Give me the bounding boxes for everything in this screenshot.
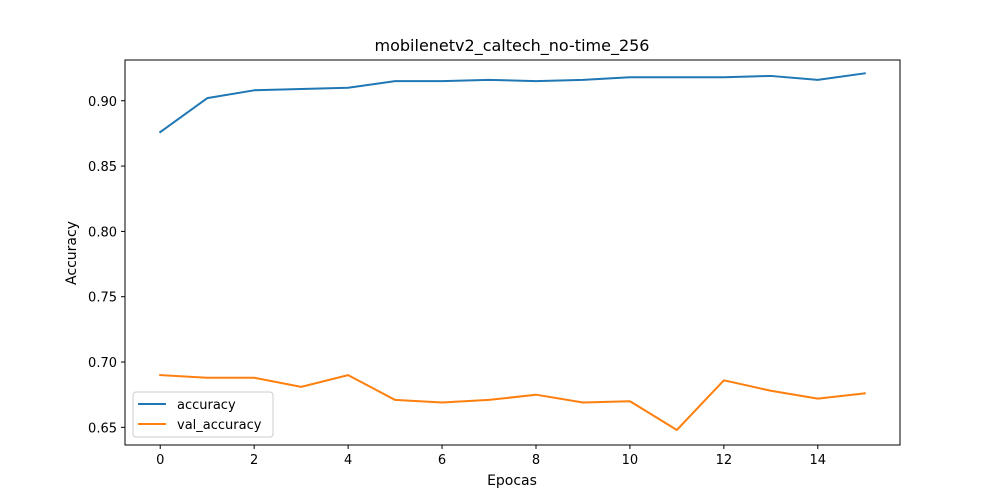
series-line-val_accuracy [159, 374, 866, 431]
y-tick-label: 0.85 [88, 160, 117, 175]
y-tick-label: 0.70 [88, 356, 117, 371]
x-tick-label: 10 [622, 453, 639, 468]
x-tick-label: 6 [438, 453, 446, 468]
legend-label-val_accuracy: val_accuracy [177, 418, 262, 433]
axes-frame [124, 59, 901, 446]
x-tick-label: 14 [810, 453, 827, 468]
chart-title: mobilenetv2_caltech_no-time_256 [375, 36, 650, 56]
y-axis-title: Accuracy [64, 221, 80, 285]
y-tick-label: 0.65 [88, 421, 117, 436]
legend-box [132, 391, 274, 438]
x-tick-label: 8 [532, 453, 540, 468]
y-tick-label: 0.80 [88, 225, 117, 240]
x-axis-title: Epocas [487, 473, 537, 489]
x-tick-label: 4 [344, 453, 352, 468]
x-tick-label: 0 [156, 453, 164, 468]
y-tick-label: 0.75 [88, 291, 117, 306]
plot-area: 0 2 4 6 8 10 12 14 0.65 0.70 0.75 0.80 0.85 0.90 accur… [88, 59, 901, 468]
x-tick-label: 2 [250, 453, 258, 468]
x-tick-label: 12 [716, 453, 733, 468]
series-line-accuracy [158, 72, 866, 134]
legend-label-accuracy: accuracy [177, 398, 236, 413]
y-tick-label: 0.90 [88, 95, 117, 110]
